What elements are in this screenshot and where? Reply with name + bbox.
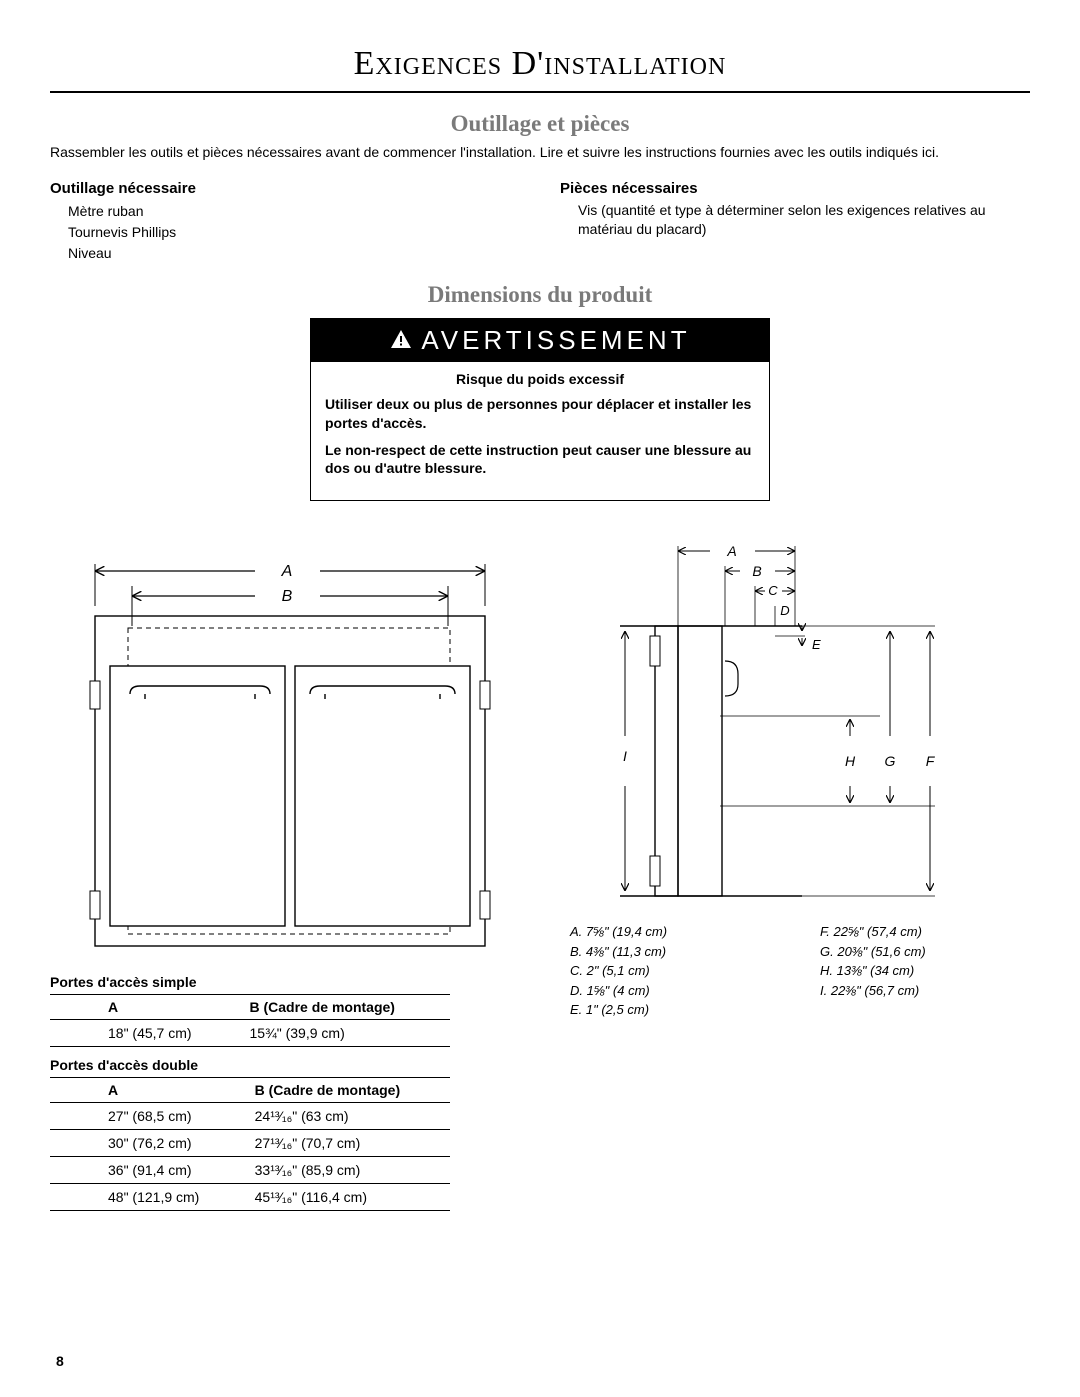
- legend-item: A. 7⅝" (19,4 cm): [570, 922, 780, 942]
- parts-text: Vis (quantité et type à déterminer selon…: [560, 201, 1030, 239]
- table-single: A B (Cadre de montage) 18" (45,7 cm) 15¾…: [50, 994, 450, 1047]
- dimension-legend: A. 7⅝" (19,4 cm) B. 4⅜" (11,3 cm) C. 2" …: [570, 922, 1030, 1020]
- warning-icon: [389, 328, 413, 352]
- subtitle-dimensions: Dimensions du produit: [50, 282, 1030, 308]
- table-cell: 27¹³⁄₁₆" (70,7 cm): [249, 1130, 450, 1157]
- table-cell: 24¹³⁄₁₆" (63 cm): [249, 1103, 450, 1130]
- tools-col: Outillage nécessaire Mètre ruban Tournev…: [50, 180, 520, 264]
- intro-text: Rassembler les outils et pièces nécessai…: [50, 143, 1030, 162]
- legend-item: C. 2" (5,1 cm): [570, 961, 780, 981]
- tools-list: Mètre ruban Tournevis Phillips Niveau: [50, 201, 520, 264]
- legend-item: B. 4⅜" (11,3 cm): [570, 942, 780, 962]
- legend-item: G. 20⅜" (51,6 cm): [820, 942, 1030, 962]
- table-cell: 45¹³⁄₁₆" (116,4 cm): [249, 1184, 450, 1211]
- legend-col-left: A. 7⅝" (19,4 cm) B. 4⅜" (11,3 cm) C. 2" …: [570, 922, 780, 1020]
- legend-item: I. 22⅜" (56,7 cm): [820, 981, 1030, 1001]
- legend-col-right: F. 22⅝" (57,4 cm) G. 20⅜" (51,6 cm) H. 1…: [820, 922, 1030, 1020]
- parts-header: Pièces nécessaires: [560, 180, 1030, 197]
- legend-item: D. 1⅝" (4 cm): [570, 981, 780, 1001]
- warning-risk: Risque du poids excessif: [325, 370, 755, 389]
- side-label-a: A: [726, 543, 736, 559]
- page-number: 8: [56, 1353, 64, 1369]
- table-row: 30" (76,2 cm) 27¹³⁄₁₆" (70,7 cm): [50, 1130, 450, 1157]
- table-header: B (Cadre de montage): [249, 1078, 450, 1103]
- table-header: A: [50, 1078, 249, 1103]
- front-diagram: A B: [50, 536, 530, 956]
- table-cell: 30" (76,2 cm): [50, 1130, 249, 1157]
- table-header: B (Cadre de montage): [244, 995, 451, 1020]
- table-double-title: Portes d'accès double: [50, 1057, 530, 1073]
- tools-parts-row: Outillage nécessaire Mètre ruban Tournev…: [50, 180, 1030, 264]
- table-cell: 15¾" (39,9 cm): [244, 1020, 451, 1047]
- tool-item: Mètre ruban: [68, 201, 520, 222]
- tool-item: Niveau: [68, 243, 520, 264]
- table-cell: 33¹³⁄₁₆" (85,9 cm): [249, 1157, 450, 1184]
- table-row: 48" (121,9 cm) 45¹³⁄₁₆" (116,4 cm): [50, 1184, 450, 1211]
- warning-header: AVERTISSEMENT: [311, 319, 769, 362]
- table-header: A: [50, 995, 244, 1020]
- side-label-g: G: [885, 753, 896, 769]
- table-double: A B (Cadre de montage) 27" (68,5 cm) 24¹…: [50, 1077, 450, 1211]
- table-cell: 27" (68,5 cm): [50, 1103, 249, 1130]
- legend-item: E. 1" (2,5 cm): [570, 1000, 780, 1020]
- tool-item: Tournevis Phillips: [68, 222, 520, 243]
- table-cell: 48" (121,9 cm): [50, 1184, 249, 1211]
- side-label-h: H: [845, 753, 856, 769]
- table-row: 27" (68,5 cm) 24¹³⁄₁₆" (63 cm): [50, 1103, 450, 1130]
- side-diagram: A B C D E: [570, 536, 1010, 916]
- parts-col: Pièces nécessaires Vis (quantité et type…: [560, 180, 1030, 264]
- warning-body: Risque du poids excessif Utiliser deux o…: [311, 362, 769, 500]
- subtitle-tools: Outillage et pièces: [50, 111, 1030, 137]
- front-diagram-col: A B Porte: [50, 536, 530, 1221]
- side-label-i: I: [623, 748, 627, 764]
- warning-line1: Utiliser deux ou plus de personnes pour …: [325, 395, 755, 433]
- warning-box: AVERTISSEMENT Risque du poids excessif U…: [310, 318, 770, 501]
- warning-line2: Le non-respect de cette instruction peut…: [325, 441, 755, 479]
- diag-label-a: A: [281, 563, 293, 580]
- legend-item: F. 22⅝" (57,4 cm): [820, 922, 1030, 942]
- warning-label: AVERTISSEMENT: [421, 325, 690, 356]
- table-row: 18" (45,7 cm) 15¾" (39,9 cm): [50, 1020, 450, 1047]
- side-label-f: F: [926, 753, 936, 769]
- table-cell: 36" (91,4 cm): [50, 1157, 249, 1184]
- side-label-d: D: [780, 603, 789, 618]
- side-label-e: E: [812, 637, 821, 652]
- diagrams-row: A B Porte: [50, 536, 1030, 1221]
- table-single-title: Portes d'accès simple: [50, 974, 530, 990]
- page-title: Exigences D'installation: [50, 45, 1030, 93]
- side-label-c: C: [768, 583, 778, 598]
- table-cell: 18" (45,7 cm): [50, 1020, 244, 1047]
- table-row: 36" (91,4 cm) 33¹³⁄₁₆" (85,9 cm): [50, 1157, 450, 1184]
- side-label-b: B: [752, 563, 761, 579]
- tables-section: Portes d'accès simple A B (Cadre de mont…: [50, 974, 530, 1211]
- tools-header: Outillage nécessaire: [50, 180, 520, 197]
- legend-item: H. 13⅜" (34 cm): [820, 961, 1030, 981]
- side-diagram-col: A B C D E: [570, 536, 1030, 1020]
- diag-label-b: B: [282, 588, 293, 605]
